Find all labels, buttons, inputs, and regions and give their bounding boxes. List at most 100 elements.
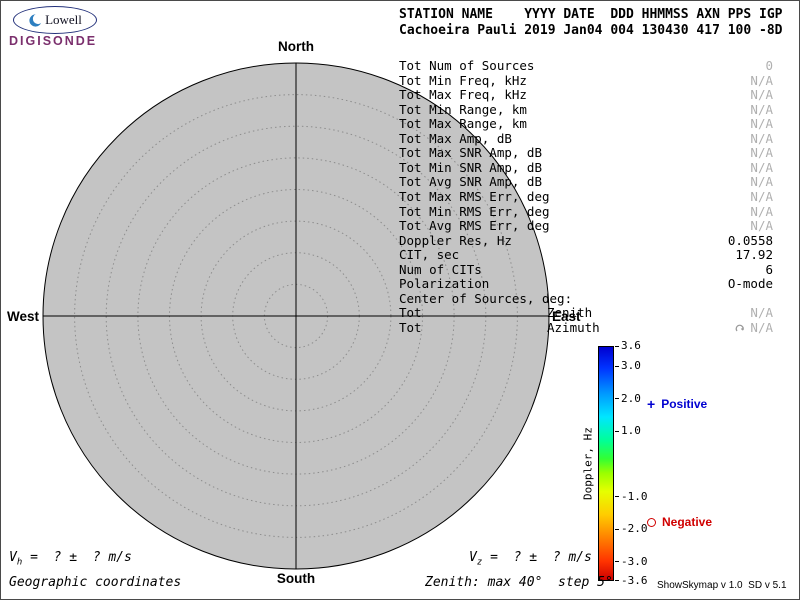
vz-subscript: z [476, 557, 483, 568]
colorbar-tick [615, 529, 619, 530]
vz-value: = ? ± ? m/s [482, 550, 592, 565]
param-label: Tot Min Range, km [399, 102, 527, 117]
colorbar-tick-label: 3.0 [621, 359, 641, 372]
colorbar-tick-label: 3.6 [621, 339, 641, 352]
doppler-colorbar [598, 346, 614, 581]
colorbar-tick [615, 496, 619, 497]
param-value: O-mode [727, 276, 773, 291]
vh-subscript: h [16, 557, 23, 568]
param-value: N/A [750, 174, 773, 189]
colorbar-tick [615, 580, 619, 581]
negative-label: Negative [662, 515, 713, 529]
lowell-logo: Lowell [13, 6, 97, 34]
param-label: Tot Max SNR Amp, dB [399, 145, 542, 160]
param-label: Tot [399, 305, 422, 320]
param-value: N/A [750, 145, 773, 160]
zenith-range-label: Zenith: max 40° step 5° [425, 575, 613, 590]
param-sublabel: Zenith [547, 305, 593, 320]
param-value: N/A [750, 73, 773, 88]
vz-velocity: Vz = ? ± ? m/s [469, 550, 592, 568]
param-row: Tot Max Amp, dB N/A [399, 131, 773, 146]
header-columns: STATION NAME YYYY DATE DDD HHMMSS AXN PP… [399, 7, 783, 22]
param-row: Tot Min SNR Amp, dB N/A [399, 160, 773, 175]
vz-symbol: V [469, 550, 477, 565]
colorbar-tick-label: 1.0 [621, 424, 641, 437]
param-row: Tot Max SNR Amp, dB N/A [399, 145, 773, 160]
param-row: Tot Num of Sources 0 [399, 58, 773, 73]
param-label: Tot Avg SNR Amp, dB [399, 174, 542, 189]
param-label: CIT, sec [399, 247, 460, 262]
vh-symbol: V [9, 550, 17, 565]
param-value: N/A [750, 189, 773, 204]
param-row: Tot Max RMS Err, deg N/A [399, 189, 773, 204]
param-label: Tot Max Amp, dB [399, 131, 512, 146]
colorbar-title: Doppler, Hz [581, 427, 595, 500]
param-label: Tot Min RMS Err, deg [399, 204, 550, 219]
param-sublabel: Azimuth [547, 320, 600, 335]
colorbar-tick-label: -3.6 [621, 574, 648, 587]
param-value: N/A [750, 305, 773, 320]
colorbar-tick-label: -2.0 [621, 522, 648, 535]
vh-velocity: Vh = ? ± ? m/s [9, 550, 132, 568]
param-row: Num of CITs 6 [399, 262, 773, 277]
param-label: Tot Max Range, km [399, 116, 527, 131]
product-name: DIGISONDE [9, 34, 98, 48]
azimuth-arc-icon [735, 321, 745, 336]
param-row: Doppler Res, Hz 0.0558 [399, 233, 773, 248]
colorbar-tick-label: -3.0 [621, 555, 648, 568]
positive-label: Positive [661, 397, 708, 411]
version-label: ShowSkymap v 1.0 SD v 5.1 [657, 580, 787, 591]
colorbar-tick [615, 366, 619, 367]
colorbar-tick-label: 2.0 [621, 392, 641, 405]
param-value: N/A [750, 131, 773, 146]
param-row: Tot Max Freq, kHz N/A [399, 87, 773, 102]
param-value: 0.0558 [727, 233, 773, 248]
direction-east: East [552, 309, 581, 324]
circle-marker-icon [647, 517, 656, 527]
direction-south: South [276, 571, 316, 586]
param-row: Tot Avg RMS Err, deg N/A [399, 218, 773, 233]
param-value: 17.92 [735, 247, 773, 262]
positive-legend: + Positive [647, 397, 707, 411]
param-row: Tot Min Range, km N/A [399, 102, 773, 117]
coordinates-label: Geographic coordinates [9, 575, 182, 590]
header-station-record: Cachoeira Pauli 2019 Jan04 004 130430 41… [399, 23, 783, 38]
colorbar-tick-label: -1.0 [621, 490, 648, 503]
param-value: N/A [750, 204, 773, 219]
param-value: 0 [765, 58, 773, 73]
param-value: N/A [750, 320, 773, 335]
param-label: Tot Avg RMS Err, deg [399, 218, 550, 233]
param-value: N/A [750, 218, 773, 233]
param-row: Polarization O-mode [399, 276, 773, 291]
param-row: Tot Max Range, km N/A [399, 116, 773, 131]
param-label: Polarization [399, 276, 490, 291]
param-row: CIT, sec 17.92 [399, 247, 773, 262]
crescent-icon [29, 13, 44, 27]
colorbar-tick [615, 398, 619, 399]
param-label: Tot Max RMS Err, deg [399, 189, 550, 204]
param-row: Tot Min Freq, kHz N/A [399, 73, 773, 88]
param-label: Tot Max Freq, kHz [399, 87, 527, 102]
param-label: Num of CITs [399, 262, 482, 277]
param-row: Tot Min RMS Err, deg N/A [399, 204, 773, 219]
param-value: N/A [750, 87, 773, 102]
direction-west: West [7, 309, 40, 324]
direction-north: North [278, 39, 314, 54]
param-label: Tot Min SNR Amp, dB [399, 160, 542, 175]
vh-value: = ? ± ? m/s [22, 550, 132, 565]
brand-name: Lowell [45, 12, 82, 27]
param-value: N/A [750, 116, 773, 131]
colorbar-tick [615, 346, 619, 347]
plus-marker-icon: + [647, 396, 656, 412]
colorbar-tick [615, 561, 619, 562]
param-label: Tot Min Freq, kHz [399, 73, 527, 88]
param-value: 6 [765, 262, 773, 277]
param-label: Tot Num of Sources [399, 58, 535, 73]
param-row: Center of Sources, deg: [399, 291, 773, 306]
param-row: Tot Zenith N/A [399, 305, 773, 320]
negative-legend: Negative [647, 515, 712, 529]
param-value: N/A [750, 102, 773, 117]
param-label: Doppler Res, Hz [399, 233, 512, 248]
param-label: Tot [399, 320, 422, 335]
